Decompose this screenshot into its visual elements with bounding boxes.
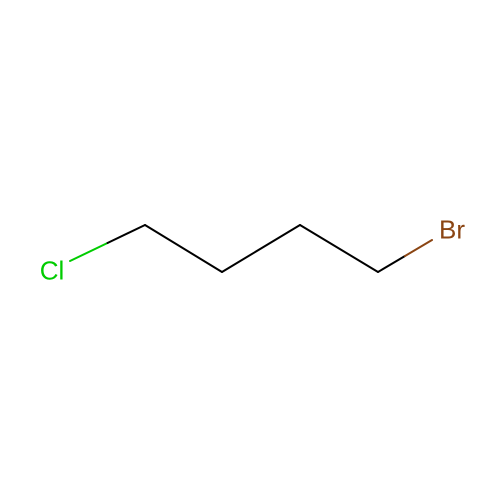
atom-label-br: Br [439, 215, 465, 246]
molecule-canvas [0, 0, 500, 500]
bond-segment [145, 225, 222, 272]
bond-segment [378, 256, 405, 272]
atom-label-cl: Cl [40, 256, 65, 287]
bond-segment [108, 225, 146, 243]
bond-segment [405, 240, 432, 256]
bond-segment [70, 243, 108, 261]
bond-segment [300, 225, 378, 272]
bond-segment [222, 225, 300, 272]
